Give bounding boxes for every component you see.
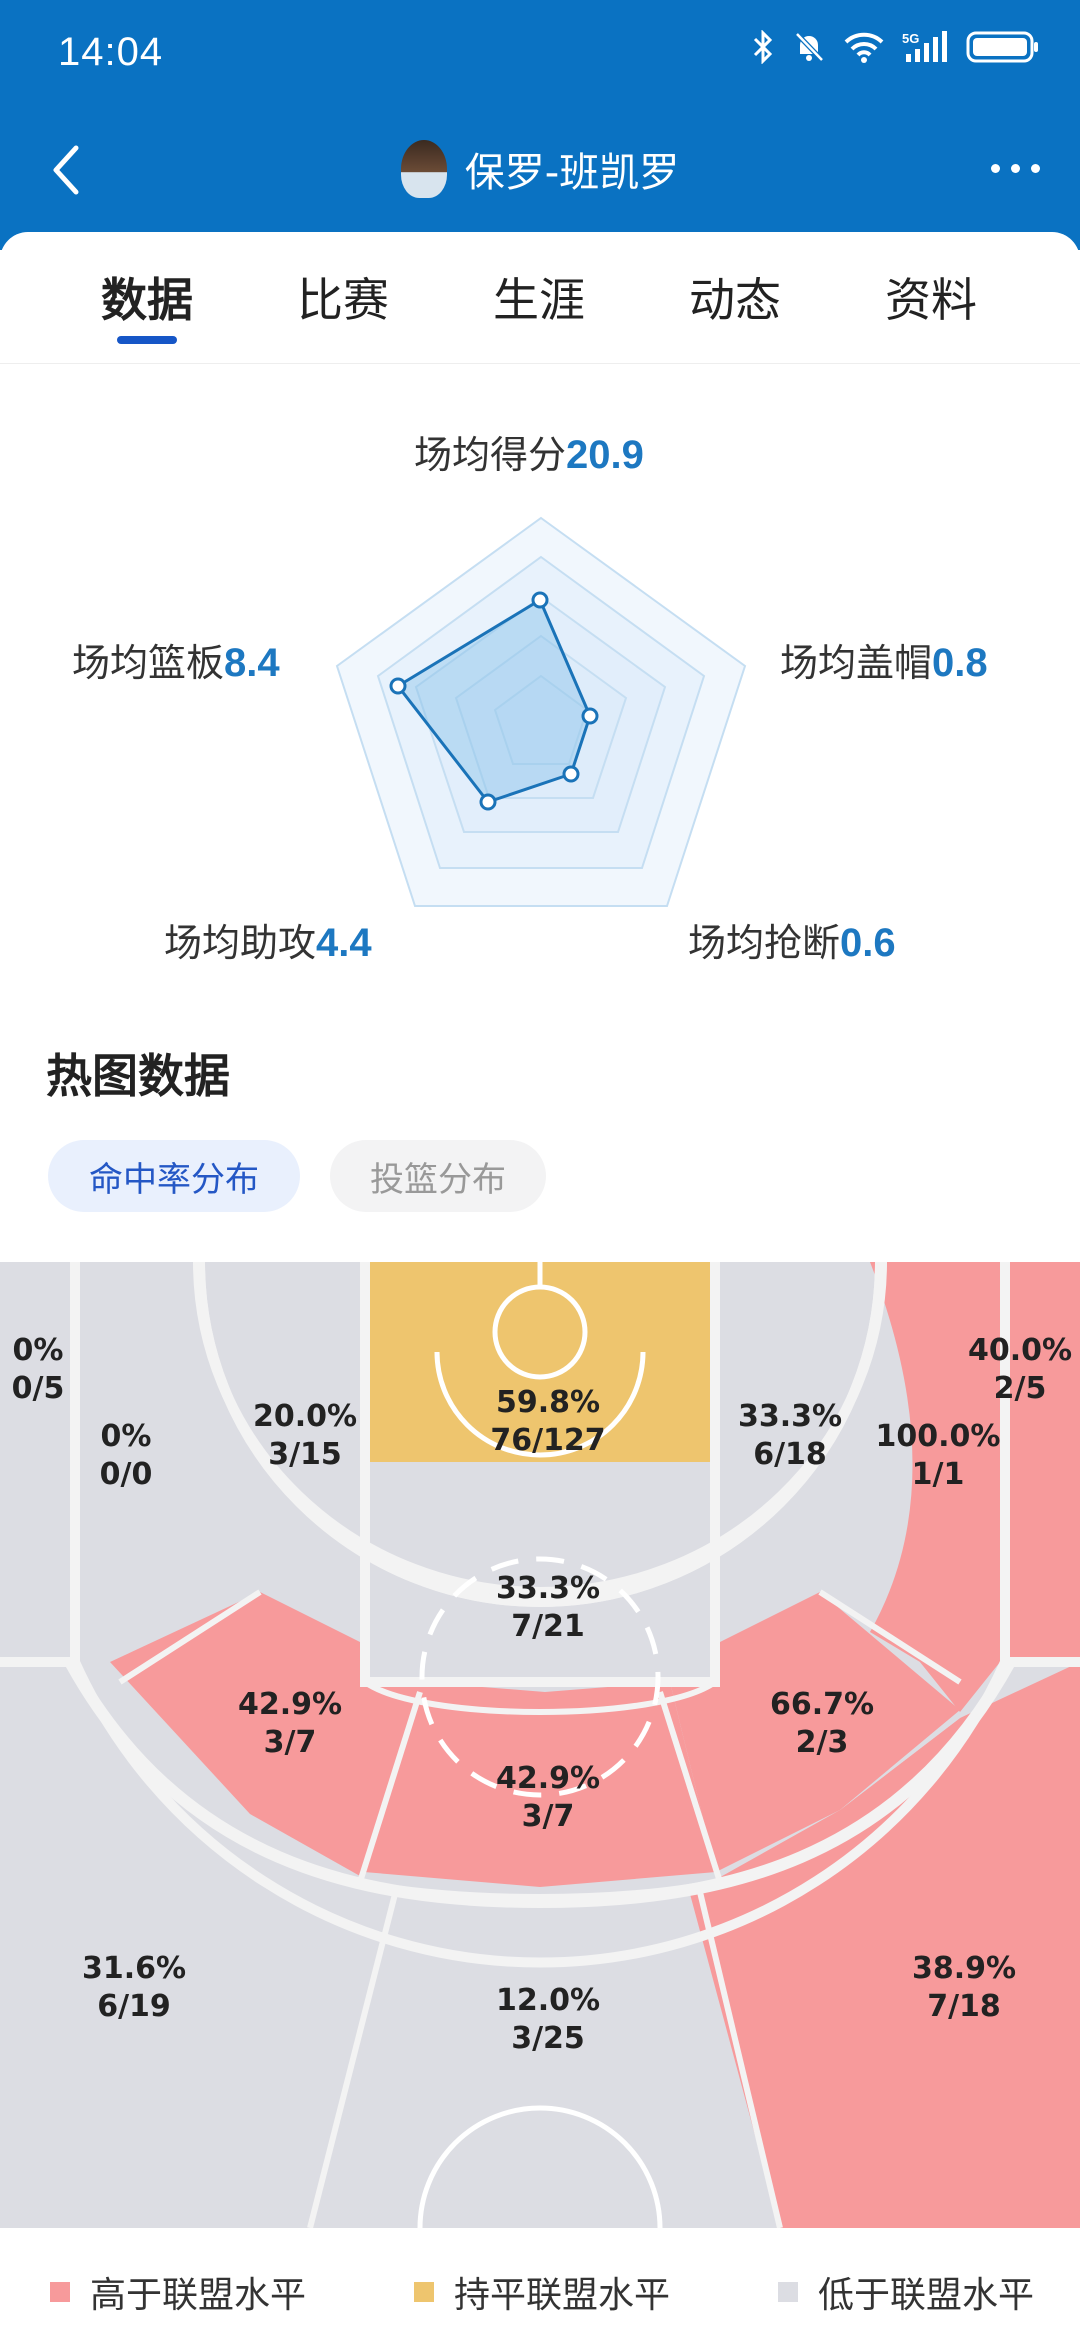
- tab-active-indicator: [117, 336, 177, 344]
- status-bar: 14:04 5G: [0, 0, 1080, 110]
- tab-bar: 数据 比赛 生涯 动态 资料: [0, 232, 1080, 364]
- zone-right-wing-three: 38.9% 7/18: [911, 1951, 1017, 2024]
- tab-matches[interactable]: 比赛: [297, 273, 389, 327]
- zone-right-base-mid: 100.0% 1/1: [875, 1419, 1001, 1492]
- radar-label-stl: 场均抢断0.6: [688, 921, 896, 965]
- status-icons: 5G: [752, 29, 1040, 69]
- radar-point-blk: [581, 707, 599, 725]
- page-title: 保罗-班凯罗: [464, 150, 680, 196]
- header-bar: 14:04 5G 保罗-班凯罗: [0, 0, 1080, 250]
- legend-equal: 持平联盟水平: [414, 2266, 670, 2318]
- mute-bell-icon: [792, 30, 826, 69]
- more-options-icon[interactable]: [991, 164, 1040, 173]
- zone-paint: 33.3% 7/21: [495, 1571, 601, 1644]
- zone-left-elbow: 20.0% 3/15: [252, 1399, 358, 1472]
- status-time: 14:04: [58, 30, 164, 74]
- radar-point-pts: [531, 591, 549, 609]
- battery-icon: [966, 30, 1040, 69]
- legend-below: 低于联盟水平: [778, 2266, 1034, 2318]
- zone-left-corner: 0% 0/5: [11, 1333, 65, 1406]
- radar-point-stl: [562, 765, 580, 783]
- zone-left-base-mid: 0% 0/0: [99, 1419, 153, 1492]
- tab-news[interactable]: 动态: [689, 273, 781, 327]
- player-avatar: [400, 140, 447, 198]
- legend-above: 高于联盟水平: [50, 2266, 306, 2318]
- legend-equal-swatch: [414, 2282, 434, 2302]
- zone-left-wing-mid: 42.9% 3/7: [237, 1687, 343, 1760]
- nav-bar: 保罗-班凯罗: [0, 120, 1080, 220]
- zone-right-elbow: 33.3% 6/18: [737, 1399, 843, 1472]
- heat-section-title: 热图数据: [46, 1049, 230, 1103]
- radar-label-pts: 场均得分20.9: [414, 433, 644, 477]
- zone-restricted: 59.8% 76/127: [490, 1385, 606, 1458]
- shot-court: 0% 0/5 0% 0/0 20.0% 3/15 59.8% 76/127 33.3% 6…: [0, 1262, 1080, 2228]
- tab-accuracy-distribution[interactable]: 命中率分布: [48, 1140, 300, 1212]
- radar-label-blk: 场均盖帽0.8: [780, 641, 988, 685]
- legend-above-swatch: [50, 2282, 70, 2302]
- back-button[interactable]: [46, 140, 86, 200]
- legend-below-swatch: [778, 2282, 798, 2302]
- zone-left-wing-three: 31.6% 6/19: [81, 1951, 187, 2024]
- bluetooth-icon: [752, 29, 774, 69]
- radar-label-reb: 场均篮板8.4: [72, 641, 280, 685]
- radar-svg: [335, 516, 747, 907]
- wifi-icon: [844, 31, 884, 68]
- tab-shot-distribution[interactable]: 投篮分布: [330, 1140, 546, 1212]
- tab-data[interactable]: 数据: [101, 273, 193, 327]
- zone-right-corner: 40.0% 2/5: [967, 1333, 1073, 1406]
- zone-top-three: 12.0% 3/25: [495, 1983, 601, 2056]
- heat-legend: 高于联盟水平 持平联盟水平 低于联盟水平: [0, 2228, 1080, 2340]
- tab-profile[interactable]: 资料: [885, 273, 977, 327]
- signal-5g-icon: 5G: [902, 30, 948, 69]
- svg-text:5G: 5G: [902, 31, 919, 46]
- zone-top-mid: 42.9% 3/7: [495, 1761, 601, 1834]
- court-svg: [0, 1262, 1080, 2228]
- radar-chart: 场均得分20.9 场均盖帽0.8 场均抢断0.6 场均助攻4.4 场均篮板8.4: [0, 380, 1080, 1000]
- radar-label-ast: 场均助攻4.4: [164, 921, 372, 965]
- tab-career[interactable]: 生涯: [493, 273, 585, 327]
- zone-right-wing-mid: 66.7% 2/3: [769, 1687, 875, 1760]
- radar-point-ast: [479, 793, 497, 811]
- radar-point-reb: [389, 677, 407, 695]
- title-wrap: 保罗-班凯罗: [0, 140, 1080, 198]
